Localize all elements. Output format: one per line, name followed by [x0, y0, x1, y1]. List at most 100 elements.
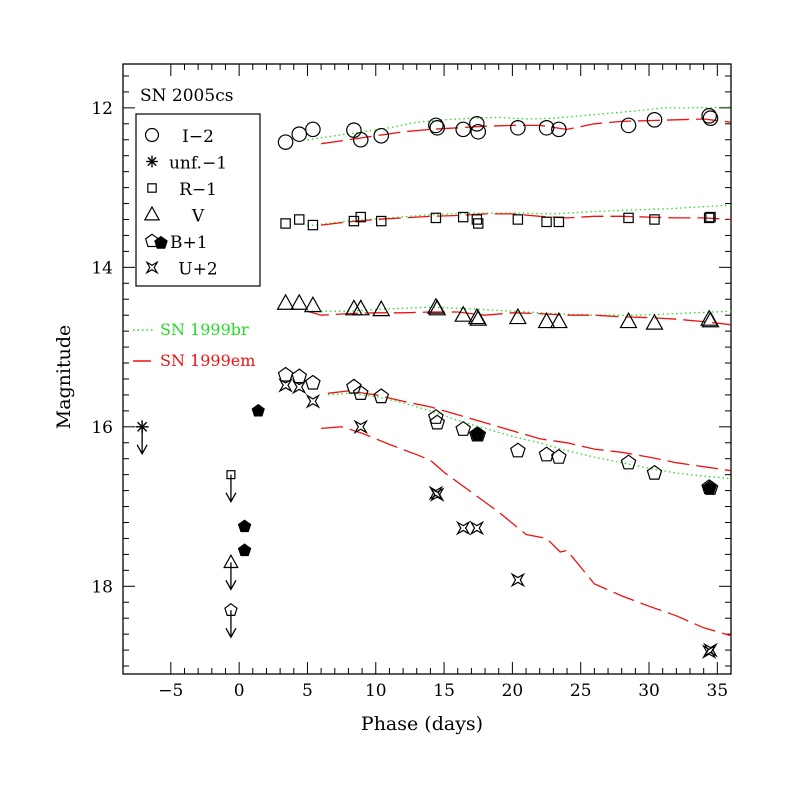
y-axis-title: Magnitude — [53, 325, 75, 430]
x-tick-label: 35 — [707, 681, 729, 701]
pentagon-point — [373, 388, 390, 404]
pentagon-point — [550, 448, 567, 464]
x-tick-label: −5 — [158, 681, 183, 701]
circle-point — [277, 134, 294, 150]
legend-label: U+2 — [178, 260, 217, 280]
triangle-point — [372, 299, 391, 317]
pentagon-filled-point — [237, 543, 252, 557]
square-point — [541, 216, 552, 228]
chart-title: SN 2005cs — [140, 86, 233, 106]
legend-label: unf.−1 — [169, 154, 227, 174]
square-point — [307, 219, 319, 231]
sn1999em-curve — [321, 118, 732, 145]
pentagon-upper-limit-point — [224, 603, 238, 617]
sn1999em-curve — [327, 390, 732, 472]
legend-circle-icon — [144, 127, 160, 143]
triangle-point — [619, 311, 638, 329]
square-point — [430, 212, 442, 224]
y-tick-label: 14 — [91, 258, 113, 278]
triangle-point — [276, 293, 295, 310]
sn1999em-curve — [321, 426, 732, 637]
square-point — [705, 211, 716, 223]
square-point — [623, 212, 634, 224]
pentagon-point — [620, 454, 637, 470]
square-point — [280, 218, 291, 229]
triangle-point — [508, 307, 527, 325]
circle-point — [646, 112, 663, 128]
pentagon-filled-point — [703, 481, 717, 494]
x-axis-title: Phase (days) — [361, 713, 483, 735]
pentagon-point — [646, 464, 663, 480]
pentagon-point — [427, 408, 444, 424]
legend-pentagon-icon — [144, 233, 160, 248]
pentagon-point — [538, 446, 555, 462]
pentagon-point — [291, 368, 308, 384]
circle-point — [551, 121, 567, 138]
data-points — [135, 108, 720, 659]
sn1999br-curve — [307, 204, 732, 227]
square-point — [472, 218, 484, 229]
square-point — [457, 211, 469, 223]
triangle-point — [290, 293, 309, 310]
legend-star4-icon — [145, 260, 159, 275]
circle-point — [429, 119, 446, 136]
x-tick-label: 5 — [302, 681, 313, 701]
square-point — [355, 211, 366, 223]
model-legend-label: SN 1999br — [160, 320, 249, 339]
legend-label: V — [191, 207, 205, 227]
star4-point — [291, 379, 307, 395]
star4-point — [510, 572, 526, 588]
legend-label: B+1 — [170, 233, 208, 253]
model-legend-label: SN 1999em — [160, 351, 255, 370]
pentagon-filled-point — [470, 427, 485, 441]
triangle-point — [537, 311, 556, 329]
circle-point — [538, 119, 555, 136]
legend-asterisk-icon — [146, 155, 158, 168]
model-curves — [307, 106, 732, 637]
star4-point — [469, 520, 485, 536]
circle-point — [373, 127, 390, 144]
circle-point — [620, 117, 637, 134]
star4-point — [353, 419, 369, 435]
triangle-point — [351, 299, 370, 316]
circle-point — [701, 108, 717, 124]
axis-ticks: −5 0 5 10 15 20 25 30 35 12 14 16 18 — [91, 64, 731, 701]
triangle-point — [426, 297, 445, 314]
circle-point — [455, 121, 472, 138]
star4-point — [455, 520, 471, 536]
pentagon-point — [429, 414, 446, 430]
pentagon-point — [352, 385, 369, 400]
x-tick-label: 10 — [365, 681, 387, 701]
circle-point — [352, 131, 369, 148]
sn1999em-curve — [307, 310, 732, 326]
star4-point — [278, 378, 293, 393]
square-point — [375, 215, 387, 227]
upper-limit-arrowhead — [225, 580, 237, 591]
triangle-point — [303, 295, 322, 313]
y-tick-label: 18 — [91, 577, 113, 597]
sn1999em-curve — [321, 213, 732, 226]
pentagon-point — [277, 366, 294, 382]
square-point — [294, 214, 305, 225]
circle-point — [470, 123, 487, 140]
square-point — [703, 212, 715, 224]
star4-point — [305, 393, 321, 409]
triangle-point — [645, 313, 664, 330]
legend-square-icon — [147, 183, 157, 193]
pentagon-filled-point — [237, 519, 252, 533]
pentagon-point — [305, 374, 321, 390]
square-point — [649, 214, 660, 225]
circle-point — [305, 121, 321, 138]
x-tick-label: 30 — [638, 681, 660, 701]
legend-filled-pentagon-icon — [154, 235, 168, 249]
star4-point — [703, 642, 718, 658]
asterisk-point — [135, 420, 149, 434]
y-tick-label: 16 — [91, 418, 113, 438]
legend-triangle-icon — [143, 205, 161, 221]
upper-limit-arrowhead — [225, 492, 237, 503]
x-tick-label: 25 — [570, 681, 592, 701]
pentagon-point — [509, 442, 526, 458]
legend-label: I−2 — [182, 127, 214, 147]
square-upper-limit-point — [226, 470, 236, 480]
triangle-point — [428, 299, 447, 316]
